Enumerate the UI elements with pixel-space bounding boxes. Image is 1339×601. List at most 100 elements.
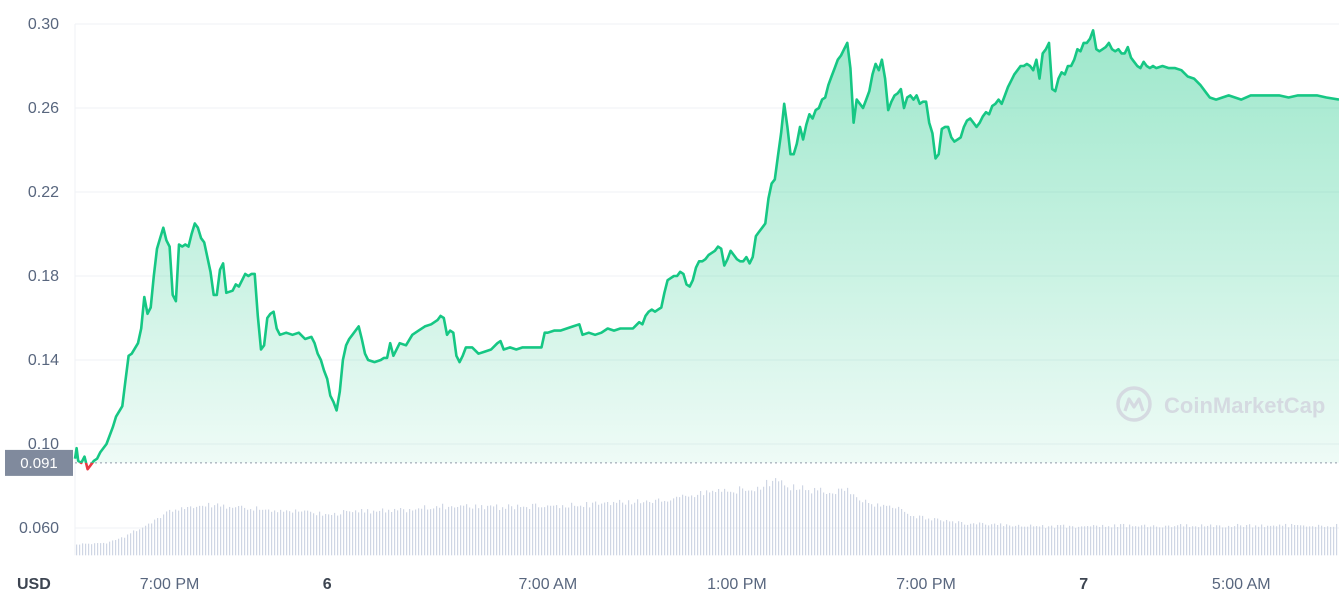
volume-bar: [637, 499, 639, 556]
volume-bar: [514, 509, 516, 556]
volume-bar: [382, 508, 384, 556]
volume-bar: [178, 510, 180, 556]
volume-bar: [1018, 524, 1020, 556]
volume-bar: [199, 505, 201, 556]
volume-bar: [490, 505, 492, 556]
volume-bar: [478, 508, 480, 556]
volume-bar: [853, 494, 855, 556]
volume-bar: [1168, 525, 1170, 556]
volume-bar: [532, 503, 534, 556]
volume-bar: [493, 506, 495, 556]
volume-bar: [778, 481, 780, 556]
volume-bar: [226, 508, 228, 556]
volume-bar: [1093, 525, 1095, 556]
volume-bar: [634, 502, 636, 556]
price-line: [73, 29, 1339, 471]
volume-bar: [892, 507, 894, 556]
volume-bar: [772, 480, 774, 556]
volume-bar: [283, 511, 285, 556]
volume-bar: [1162, 527, 1164, 556]
volume-bar: [1234, 526, 1236, 556]
volume-bar: [1273, 525, 1275, 556]
volume-bar: [472, 508, 474, 556]
volume-bar: [340, 514, 342, 556]
volume-bar: [943, 521, 945, 556]
volume-bar: [1072, 526, 1074, 556]
volume-bar: [391, 511, 393, 556]
volume-bar: [820, 487, 822, 556]
volume-bar: [79, 544, 81, 556]
volume-bar: [874, 506, 876, 556]
volume-bar: [643, 502, 645, 556]
volume-bar: [1291, 523, 1293, 556]
volume-bars: [76, 478, 1338, 556]
volume-bar: [754, 491, 756, 556]
volume-bar: [325, 514, 327, 556]
volume-bar: [1240, 525, 1242, 556]
volume-bar: [277, 512, 279, 556]
volume-bar: [1219, 525, 1221, 556]
volume-bar: [379, 510, 381, 556]
volume-bar: [655, 499, 657, 556]
y-tick-label: 0.22: [28, 184, 59, 201]
volume-bar: [418, 508, 420, 556]
volume-bar: [616, 502, 618, 556]
volume-bar: [91, 544, 93, 556]
volume-bar: [445, 509, 447, 556]
volume-bar: [628, 500, 630, 556]
volume-bar: [625, 504, 627, 556]
volume-bar: [82, 543, 84, 556]
volume-bar: [112, 540, 114, 556]
volume-bar: [697, 494, 699, 556]
volume-bar: [964, 524, 966, 556]
volume-bar: [205, 506, 207, 556]
volume-bar: [538, 507, 540, 556]
volume-bar: [574, 505, 576, 556]
volume-bar: [505, 508, 507, 556]
watermark-text: CoinMarketCap: [1164, 393, 1325, 418]
volume-bar: [157, 518, 159, 556]
volume-bar: [1324, 526, 1326, 556]
volume-bar: [346, 510, 348, 556]
volume-bar: [793, 484, 795, 556]
y-tick-label: 0.14: [28, 352, 59, 369]
volume-bar: [688, 496, 690, 556]
volume-bar: [1051, 525, 1053, 556]
volume-bar: [667, 501, 669, 556]
volume-bar: [865, 499, 867, 556]
volume-bar: [646, 500, 648, 556]
volume-bar: [571, 502, 573, 556]
volume-bar: [658, 498, 660, 556]
volume-bar: [1102, 524, 1104, 556]
volume-bar: [187, 507, 189, 556]
volume-bar: [925, 519, 927, 556]
volume-bar: [307, 510, 309, 556]
volume-bar: [1225, 527, 1227, 556]
volume-bar: [331, 515, 333, 556]
y-tick-label: 0.30: [28, 16, 59, 33]
volume-bar: [1159, 527, 1161, 556]
volume-bar: [1042, 525, 1044, 556]
volume-bar: [550, 505, 552, 556]
volume-bar: [175, 509, 177, 556]
volume-bar: [520, 507, 522, 556]
volume-bar: [1126, 527, 1128, 556]
volume-bar: [622, 502, 624, 556]
y-tick-label: 0.060: [19, 520, 59, 537]
y-axis: 0.30 0.26 0.22 0.18 0.14 0.10 0.060: [19, 16, 59, 537]
volume-bar: [1003, 526, 1005, 556]
volume-bar: [1006, 524, 1008, 556]
volume-bar: [223, 504, 225, 556]
volume-bar: [295, 509, 297, 556]
volume-bar: [709, 492, 711, 556]
volume-bar: [358, 512, 360, 556]
volume-bar: [955, 523, 957, 556]
volume-bar: [1303, 525, 1305, 556]
volume-bar: [829, 492, 831, 556]
volume-bar: [808, 490, 810, 556]
volume-bar: [1327, 526, 1329, 556]
volume-bar: [586, 502, 588, 556]
volume-bar: [1330, 526, 1332, 556]
volume-bar: [763, 486, 765, 556]
volume-bar: [1246, 525, 1248, 556]
